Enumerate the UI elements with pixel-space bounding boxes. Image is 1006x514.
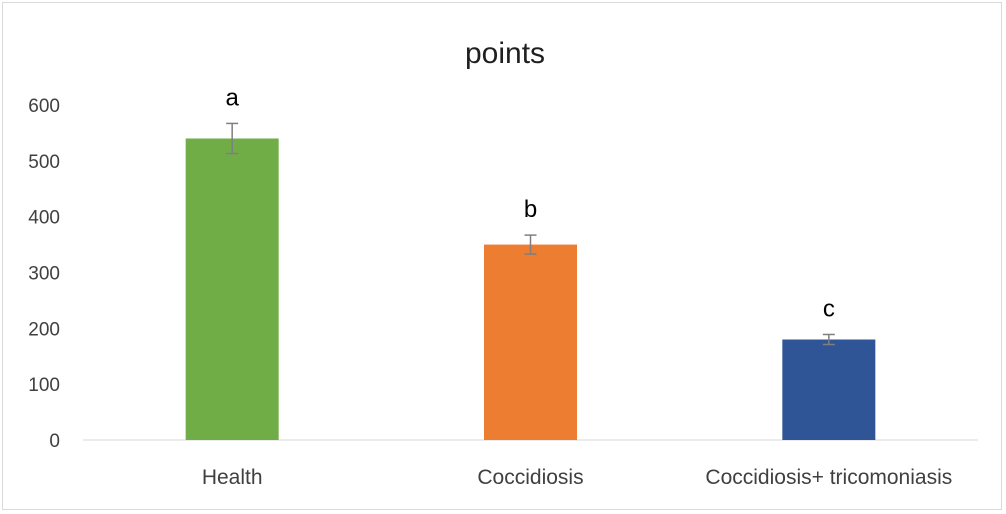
category-label: Health bbox=[202, 466, 263, 489]
y-tick-label: 500 bbox=[28, 152, 60, 173]
bar-chart: points 0 100 200 300 400 500 600 a b c Health Coc… bbox=[28, 37, 978, 489]
y-tick-label: 100 bbox=[28, 375, 60, 396]
significance-labels-group: a b c bbox=[225, 84, 834, 322]
chart-title: points bbox=[465, 37, 545, 70]
error-bar bbox=[524, 234, 537, 255]
bar bbox=[484, 244, 577, 440]
bar bbox=[185, 138, 279, 440]
category-label: Coccidiosis+ tricomoniasis bbox=[705, 466, 952, 489]
y-tick-label: 200 bbox=[28, 319, 60, 340]
bars-group bbox=[185, 138, 876, 440]
bar bbox=[782, 339, 876, 440]
significance-label: c bbox=[823, 295, 835, 322]
y-tick-label: 400 bbox=[28, 208, 60, 229]
error-bar bbox=[226, 122, 239, 155]
significance-label: a bbox=[225, 84, 239, 111]
category-label: Coccidiosis bbox=[477, 466, 583, 489]
significance-label: b bbox=[524, 196, 537, 223]
error-bar bbox=[822, 333, 835, 346]
error-bars-group bbox=[226, 122, 835, 346]
y-tick-label: 0 bbox=[49, 431, 60, 452]
y-tick-label: 600 bbox=[28, 96, 60, 117]
category-labels-group: Health Coccidiosis Coccidiosis+ tricomonia… bbox=[202, 466, 952, 489]
y-tick-label: 300 bbox=[28, 264, 60, 285]
y-axis-ticks: 0 100 200 300 400 500 600 bbox=[28, 96, 60, 452]
